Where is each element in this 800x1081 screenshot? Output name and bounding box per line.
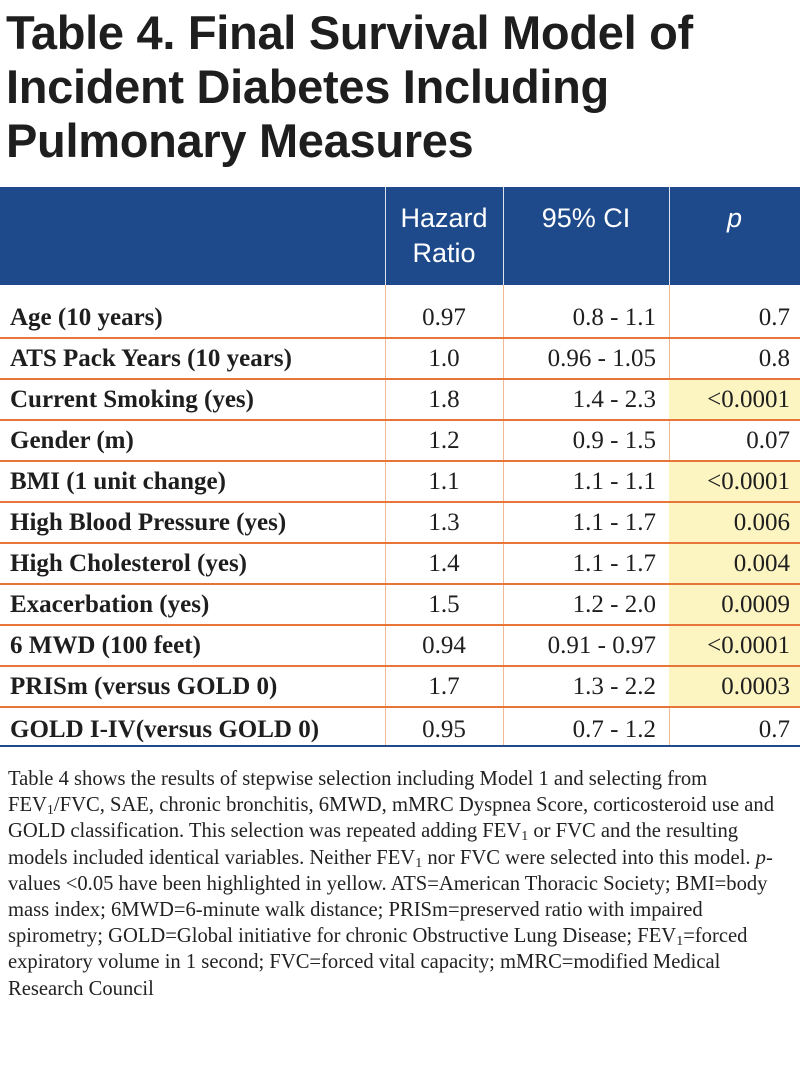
ci-cell: 0.9 - 1.5: [572, 426, 656, 454]
table-row: Age (10 years) 0.97 0.8 - 1.1 0.7: [0, 298, 800, 339]
ci-cell: 1.4 - 2.3: [572, 385, 656, 413]
subscript: 1: [521, 829, 529, 845]
table-bottom-rule: [0, 745, 800, 747]
table-row: Gender (m) 1.2 0.9 - 1.5 0.07: [0, 421, 800, 462]
table-row: BMI (1 unit change) 1.1 1.1 - 1.1 <0.000…: [0, 462, 800, 503]
p-value-cell: 0.8: [758, 344, 790, 372]
header-p: p: [726, 203, 743, 233]
footnote-text: nor FVC were selected into this model.: [422, 846, 756, 869]
ci-cell: 1.1 - 1.7: [572, 508, 656, 536]
ci-cell: 0.91 - 0.97: [547, 631, 656, 659]
header-hazard-ratio: Hazard Ratio: [400, 203, 488, 268]
p-value-cell: 0.006: [669, 503, 800, 542]
header-separator: [669, 187, 670, 285]
p-value-cell: 0.07: [746, 426, 790, 454]
row-label: ATS Pack Years (10 years): [10, 344, 292, 372]
hazard-ratio-cell: 1.1: [428, 467, 460, 495]
header-ci: 95% CI: [541, 203, 631, 233]
ci-cell: 1.1 - 1.7: [572, 549, 656, 577]
p-value-cell: 0.7: [758, 716, 790, 743]
table-row: High Blood Pressure (yes) 1.3 1.1 - 1.7 …: [0, 503, 800, 544]
footnote-text: -values <0.05 have been highlighted in y…: [8, 846, 773, 948]
column-divider: [503, 285, 504, 745]
row-label: BMI (1 unit change): [10, 467, 226, 495]
p-value-cell: 0.7: [758, 303, 790, 331]
hazard-ratio-cell: 1.4: [428, 549, 460, 577]
table-header: Hazard Ratio 95% CI p: [0, 187, 800, 285]
row-label: 6 MWD (100 feet): [10, 631, 201, 659]
table-row: 6 MWD (100 feet) 0.94 0.91 - 0.97 <0.000…: [0, 626, 800, 667]
hazard-ratio-cell: 0.94: [422, 631, 466, 659]
ci-cell: 1.2 - 2.0: [572, 590, 656, 618]
p-value-cell: <0.0001: [669, 626, 800, 665]
hazard-ratio-cell: 1.8: [428, 385, 460, 413]
table-row: GOLD I-IV(versus GOLD 0) 0.95 0.7 - 1.2 …: [0, 708, 800, 752]
row-label: Gender (m): [10, 426, 134, 454]
row-label: GOLD I-IV(versus GOLD 0): [10, 716, 320, 743]
row-label: High Cholesterol (yes): [10, 549, 248, 577]
p-value-cell: 0.0003: [669, 667, 800, 706]
p-value-cell: 0.004: [669, 544, 800, 583]
subscript: 1: [415, 855, 423, 871]
header-separator: [385, 187, 386, 285]
footnote-italic-p: p: [755, 846, 766, 869]
p-value-cell: <0.0001: [669, 462, 800, 501]
header-separator: [503, 187, 504, 285]
row-label: PRISm (versus GOLD 0): [10, 672, 278, 700]
table-row: High Cholesterol (yes) 1.4 1.1 - 1.7 0.0…: [0, 544, 800, 585]
hazard-ratio-cell: 0.97: [422, 303, 466, 331]
footnote-text: /FVC, SAE, chronic bronchitis, 6MWD, mMR…: [8, 794, 775, 843]
ci-cell: 1.3 - 2.2: [572, 672, 656, 700]
table-row: Current Smoking (yes) 1.8 1.4 - 2.3 <0.0…: [0, 380, 800, 421]
table-body: Age (10 years) 0.97 0.8 - 1.1 0.7 ATS Pa…: [0, 298, 800, 752]
footnote-text: Table 4 shows the results of stepwise se…: [8, 768, 708, 817]
subscript: 1: [676, 934, 684, 950]
footnote-text: =forced expiratory volume in 1 second; F…: [8, 925, 748, 1000]
p-value-cell: 0.0009: [669, 585, 800, 624]
ci-cell: 0.8 - 1.1: [572, 303, 656, 331]
row-label: Exacerbation (yes): [10, 590, 210, 618]
hazard-ratio-cell: 1.7: [428, 672, 460, 700]
row-label: Age (10 years): [10, 303, 163, 331]
row-label: High Blood Pressure (yes): [10, 508, 287, 536]
hazard-ratio-cell: 1.0: [428, 344, 460, 372]
ci-cell: 1.1 - 1.1: [572, 467, 656, 495]
table-row: ATS Pack Years (10 years) 1.0 0.96 - 1.0…: [0, 339, 800, 380]
ci-cell: 0.96 - 1.05: [547, 344, 656, 372]
hazard-ratio-cell: 1.5: [428, 590, 460, 618]
row-label: Current Smoking (yes): [10, 385, 254, 413]
subscript: 1: [46, 803, 54, 819]
table-title: Table 4. Final Survival Model of Inciden…: [6, 6, 693, 167]
hazard-ratio-cell: 0.95: [422, 716, 466, 743]
hazard-ratio-cell: 1.3: [428, 508, 460, 536]
ci-cell: 0.7 - 1.2: [572, 716, 656, 743]
table-footnote: Table 4 shows the results of stepwise se…: [8, 766, 798, 1002]
footnote-text: or FVC and the resulting models included…: [8, 820, 739, 869]
table-row: PRISm (versus GOLD 0) 1.7 1.3 - 2.2 0.00…: [0, 667, 800, 708]
table-row: Exacerbation (yes) 1.5 1.2 - 2.0 0.0009: [0, 585, 800, 626]
column-divider: [385, 285, 386, 745]
p-value-cell: <0.0001: [669, 380, 800, 419]
hazard-ratio-cell: 1.2: [428, 426, 460, 454]
